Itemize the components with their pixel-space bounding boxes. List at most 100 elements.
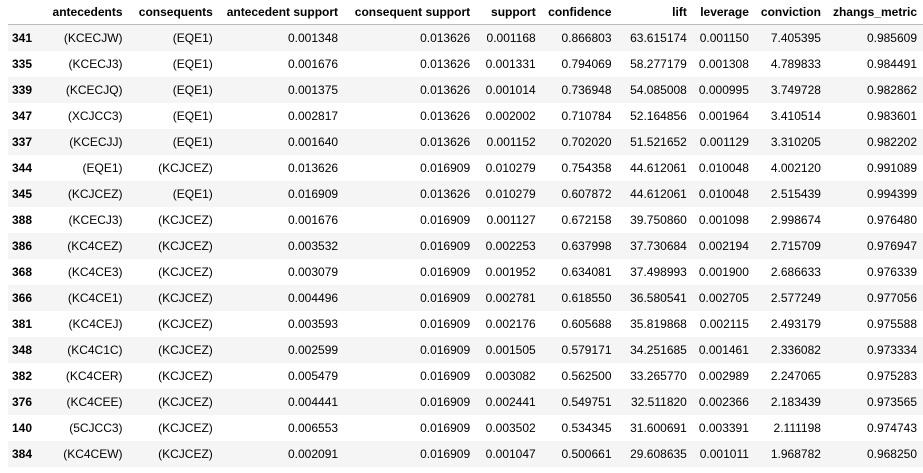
antecedents-cell: (KC4CE1) [67,290,123,305]
conviction-cell: 2.577249 [770,290,821,305]
lift-cell: 37.498993 [630,264,687,279]
zhangs-metric-cell: 0.976947 [866,238,917,253]
zhangs-metric-cell: 0.974743 [866,420,917,435]
confidence-cell: 0.794069 [561,56,612,71]
zhangs-metric-cell: 0.985609 [866,30,917,45]
antecedent-support-cell: 0.016909 [287,186,339,201]
zhangs-metric-cell: 0.975283 [866,368,917,383]
antecedent-support-header: antecedent support [218,0,345,25]
conviction-cell: 2.493179 [770,316,821,331]
row-index: 345 [12,186,33,201]
consequents-cell: (KCJCEZ) [158,316,213,331]
antecedent-support-cell: 0.013626 [287,160,339,175]
antecedents-cell: (KCECJ3) [68,56,123,71]
antecedents-cell: (KCECJW) [63,30,123,45]
confidence-cell: 0.605688 [561,316,612,331]
consequent-support-cell: 0.016909 [420,290,471,305]
antecedents-cell: (KCECJ3) [68,212,123,227]
confidence-cell: 0.637998 [561,238,612,253]
antecedent-support-cell: 0.002599 [287,342,339,357]
leverage-cell: 0.003391 [698,420,749,435]
support-cell: 0.001152 [486,134,536,149]
antecedent-support-cell: 0.003593 [287,316,339,331]
conviction-cell: 3.310205 [770,134,821,149]
confidence-cell: 0.866803 [561,30,612,45]
consequents-cell: (EQE1) [172,82,213,97]
table-row: 339 (KCECJQ) (EQE1) 0.001375 0.013626 0.00101… [8,76,923,103]
consequent-support-cell: 0.013626 [420,56,471,71]
consequent-support-cell: 0.013626 [420,82,471,97]
antecedent-support-cell: 0.004441 [287,394,339,409]
row-index: 384 [12,446,33,461]
confidence-cell: 0.534345 [561,420,612,435]
index-header [8,0,44,25]
confidence-cell: 0.500661 [561,446,612,461]
conviction-cell: 2.686633 [770,264,821,279]
leverage-cell: 0.002989 [698,368,749,383]
row-index: 388 [12,212,33,227]
row-index: 337 [12,134,33,149]
lift-cell: 39.750860 [630,212,687,227]
antecedents-cell: (KC4C1C) [67,342,123,357]
leverage-cell: 0.002115 [699,316,749,331]
consequent-support-cell: 0.016909 [420,420,471,435]
table-row: 335 (KCECJ3) (EQE1) 0.001676 0.013626 0.00133… [8,50,923,77]
zhangs-metric-cell: 0.968250 [866,446,917,461]
row-index: 335 [12,56,33,71]
row-index: 368 [12,264,33,279]
zhangs-metric-cell: 0.977056 [866,290,917,305]
table-row: 348 (KC4C1C) (KCJCEZ) 0.002599 0.016909 0.001… [8,336,923,363]
support-cell: 0.001505 [485,342,536,357]
consequents-cell: (KCJCEZ) [158,290,213,305]
antecedents-cell: (XCJCC3) [67,108,123,123]
lift-cell: 36.580541 [630,290,687,305]
conviction-cell: 3.749728 [770,82,821,97]
conviction-cell: 2.336082 [770,342,821,357]
consequents-cell: (EQE1) [172,108,213,123]
leverage-cell: 0.002366 [698,394,749,409]
consequents-cell: (KCJCEZ) [158,342,213,357]
confidence-cell: 0.607872 [561,186,612,201]
leverage-cell: 0.002705 [698,290,749,305]
lift-cell: 54.085008 [630,82,687,97]
lift-cell: 33.265770 [630,368,687,383]
support-cell: 0.001952 [485,264,536,279]
consequent-support-cell: 0.016909 [420,446,471,461]
support-cell: 0.010279 [485,160,536,175]
lift-cell: 44.612061 [630,186,687,201]
leverage-cell: 0.001098 [698,212,749,227]
zhangs-metric-header: zhangs_metric [826,0,923,25]
conviction-cell: 2.111198 [773,420,821,435]
leverage-cell: 0.010048 [698,186,749,201]
zhangs-metric-cell: 0.976480 [866,212,917,227]
consequents-cell: (EQE1) [172,30,213,45]
header-row: antecedents consequents antecedent support… [8,0,923,25]
row-index: 382 [12,368,33,383]
antecedents-cell: (KC4CEZ) [67,238,123,253]
leverage-cell: 0.001964 [698,108,749,123]
consequents-cell: (KCJCEZ) [158,238,213,253]
confidence-cell: 0.562500 [561,368,612,383]
row-index: 366 [12,290,33,305]
zhangs-metric-cell: 0.982862 [866,82,917,97]
zhangs-metric-cell: 0.991089 [866,160,917,175]
table-row: 376 (KC4CEE) (KCJCEZ) 0.004441 0.016909 0.002… [8,388,923,415]
antecedent-support-cell: 0.001375 [287,82,339,97]
consequents-cell: (KCJCEZ) [158,394,213,409]
row-index: 376 [12,394,33,409]
table-row: 341 (KCECJW) (EQE1) 0.001348 0.013626 0.00116… [8,24,923,51]
table-row: 381 (KC4CEJ) (KCJCEZ) 0.003593 0.016909 0.002… [8,310,923,337]
row-index: 140 [12,420,33,435]
support-cell: 0.002253 [485,238,536,253]
support-cell: 0.002441 [485,394,536,409]
antecedent-support-cell: 0.003079 [287,264,339,279]
table-body: 341 (KCECJW) (EQE1) 0.001348 0.013626 0.00116… [8,24,923,467]
consequents-cell: (KCJCEZ) [158,264,213,279]
consequents-cell: (KCJCEZ) [158,368,213,383]
leverage-cell: 0.002194 [698,238,749,253]
lift-cell: 29.608635 [630,446,687,461]
zhangs-metric-cell: 0.983601 [866,108,917,123]
consequent-support-cell: 0.016909 [420,316,471,331]
consequent-support-cell: 0.013626 [420,134,471,149]
antecedent-support-cell: 0.001676 [287,56,339,71]
